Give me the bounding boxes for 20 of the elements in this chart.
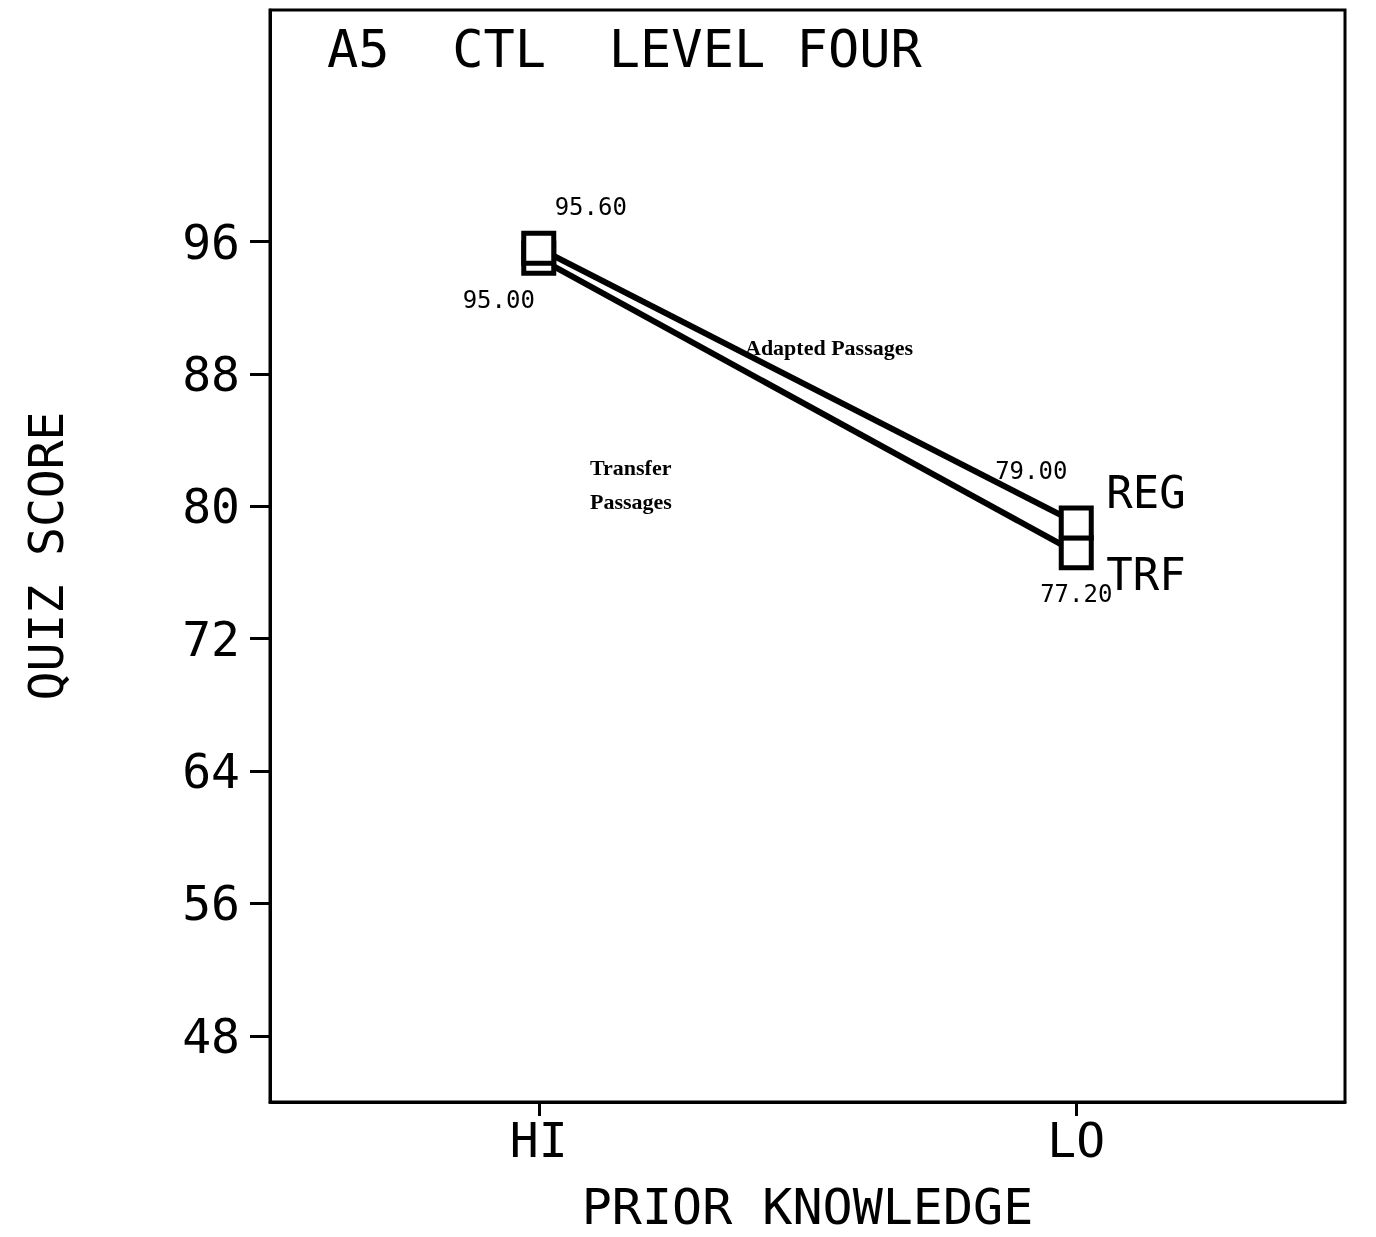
y-tick-label: 80 (182, 478, 240, 535)
data-label: 95.00 (462, 285, 535, 314)
chart-title: A5 CTL LEVEL FOUR (327, 19, 923, 79)
y-axis-title: QUIZ SCORE (18, 411, 74, 701)
y-tick-label: 64 (182, 743, 240, 800)
x-axis-title: PRIOR KNOWLEDGE (581, 1178, 1034, 1236)
y-tick-label: 56 (182, 875, 240, 932)
x-tick-label: LO (1047, 1112, 1106, 1168)
y-tick-label: 72 (182, 610, 240, 667)
x-tick-label: HI (509, 1112, 568, 1168)
y-tick-label: 48 (182, 1007, 240, 1064)
y-tick-label: 96 (182, 213, 240, 270)
annotation: Adapted Passages (745, 334, 914, 360)
point (521, 230, 557, 266)
data-label: 95.60 (554, 192, 627, 221)
y-tick-label: 88 (182, 346, 240, 402)
series-label: REG (1106, 467, 1186, 519)
point (1058, 505, 1094, 541)
annotation: Transfer Passages (590, 454, 677, 514)
data-label: 79.00 (995, 457, 1068, 486)
